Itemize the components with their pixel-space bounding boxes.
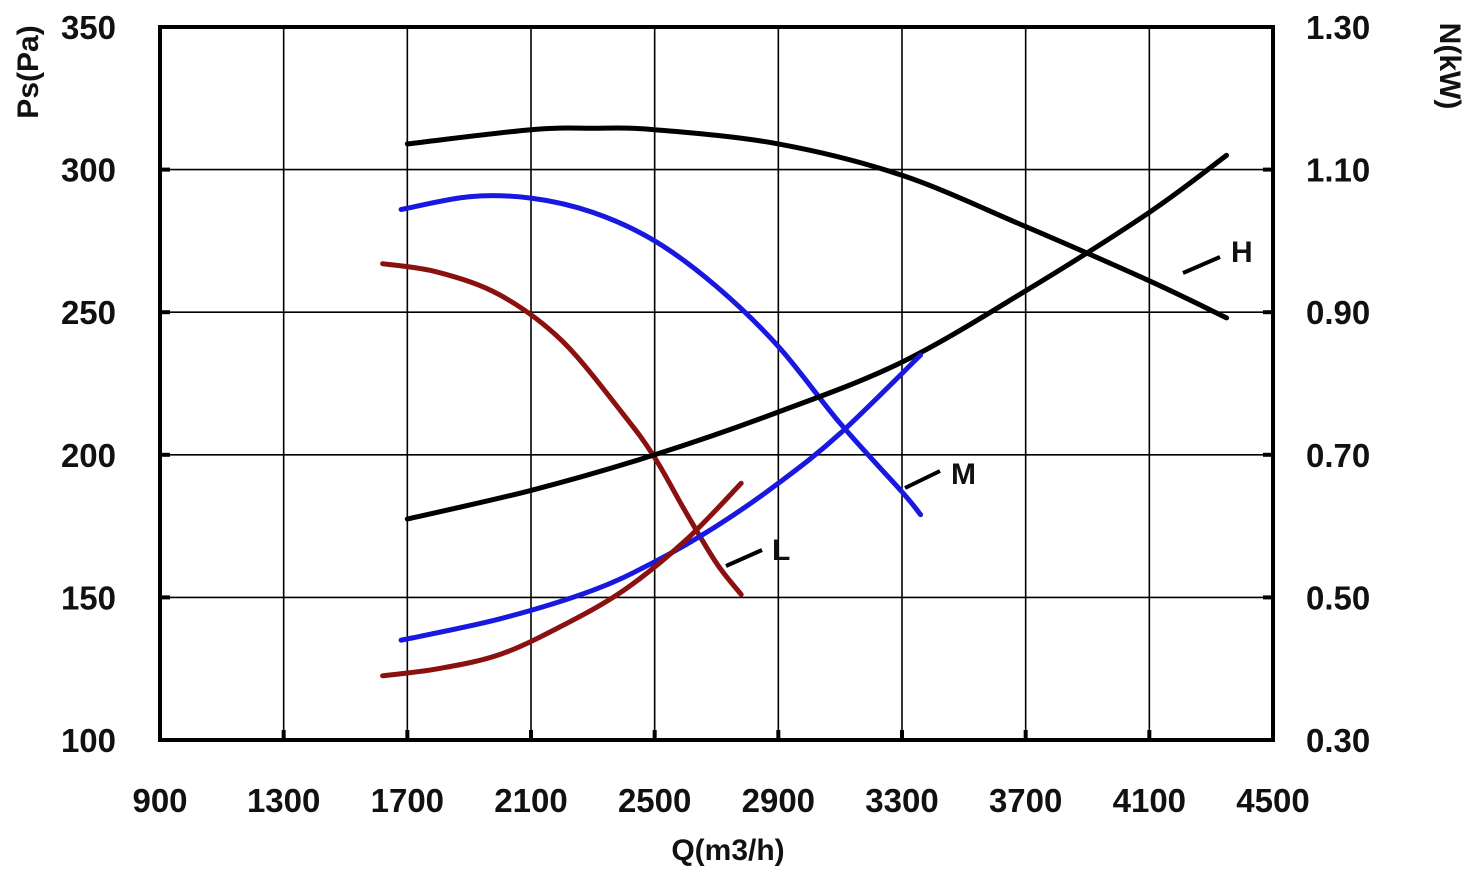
curve-label-m-leader <box>904 469 941 490</box>
y-tick-label: 300 <box>61 152 116 189</box>
x-tick-label: 2900 <box>742 782 815 819</box>
y2-tick-label: 1.10 <box>1306 152 1370 189</box>
x-tick-label: 900 <box>132 782 187 819</box>
curve-label-h: H <box>1182 236 1253 275</box>
x-tick-label: 4500 <box>1236 782 1309 819</box>
y-tick-label: 150 <box>61 579 116 616</box>
y2-tick-label: 1.30 <box>1306 9 1370 46</box>
x-tick-label: 1700 <box>371 782 444 819</box>
curve-label-l: L <box>725 534 790 568</box>
plot-frame <box>158 25 1275 742</box>
curve-label-h-text: H <box>1231 236 1253 269</box>
y-tick-label: 100 <box>61 722 116 759</box>
x-tick-label: 1300 <box>247 782 320 819</box>
tick-labels: 900 1300 1700 2100 2500 2900 3300 3700 4100 4500 1… <box>61 9 1370 819</box>
series-pressure-l-line <box>380 261 744 597</box>
y-tick-label: 200 <box>61 437 116 474</box>
y-tick-label: 250 <box>61 294 116 331</box>
grid-lines <box>160 27 1273 740</box>
x-tick-label: 2500 <box>618 782 691 819</box>
y2-tick-label: 0.70 <box>1306 437 1370 474</box>
x-tick-label: 3300 <box>865 782 938 819</box>
curve-label-m-text: M <box>951 458 976 491</box>
series-power-h-line <box>404 152 1230 522</box>
curve-label-m: M <box>904 458 976 491</box>
series-pressure-h-line <box>404 125 1230 321</box>
x-axis-label: Q(m3/h) <box>671 834 784 867</box>
curve-label-l-leader <box>725 548 763 568</box>
series-power-l-line <box>380 480 744 679</box>
y2-axis-label: N(kW) <box>1433 23 1466 110</box>
y2-tick-label: 0.30 <box>1306 722 1370 759</box>
curve-label-h-leader <box>1182 255 1221 275</box>
curves <box>380 125 1230 679</box>
series-pressure-m-line <box>398 193 924 518</box>
y-axis-label: Ps(Pa) <box>12 25 45 118</box>
y2-tick-label: 0.90 <box>1306 294 1370 331</box>
y-tick-label: 350 <box>61 9 116 46</box>
y2-tick-label: 0.50 <box>1306 579 1370 616</box>
curve-label-l-text: L <box>772 534 790 567</box>
x-tick-label: 4100 <box>1113 782 1186 819</box>
x-tick-label: 2100 <box>494 782 567 819</box>
x-tick-label: 3700 <box>989 782 1062 819</box>
